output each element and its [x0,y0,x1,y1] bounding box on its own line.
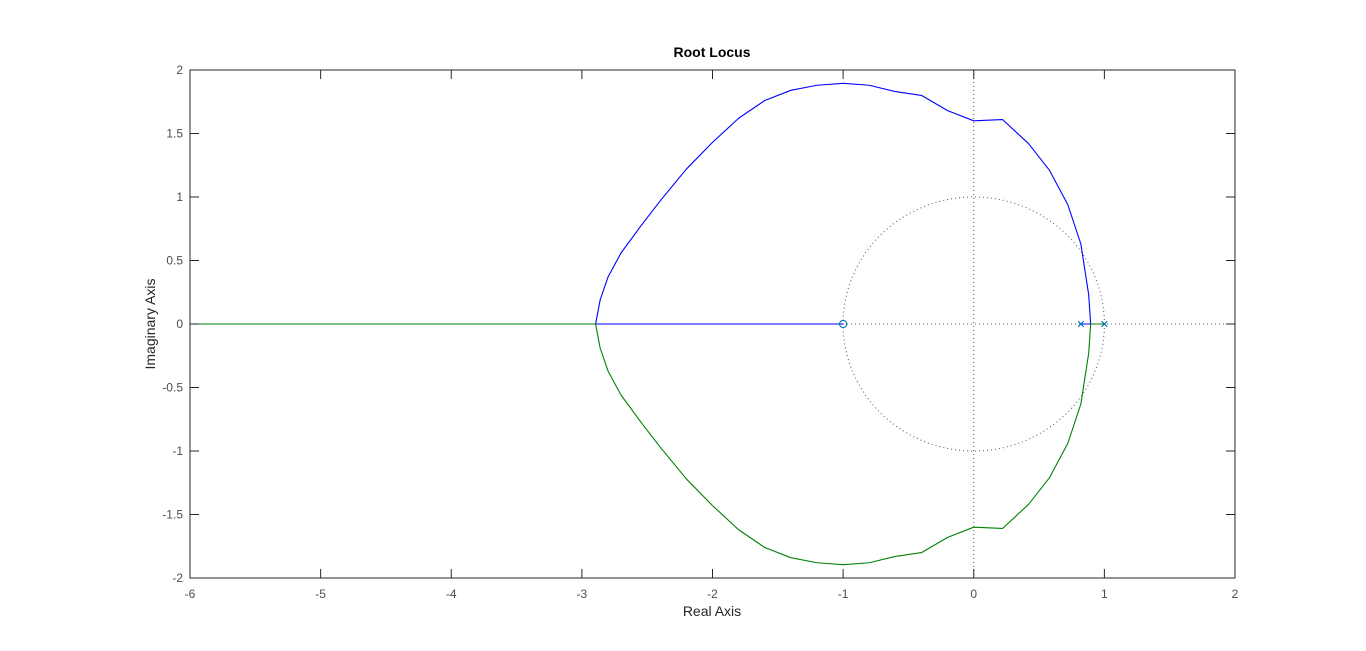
y-tick-label: 1.5 [166,127,183,141]
y-tick-label: -2 [172,571,183,585]
pole-marker-1 [1077,320,1085,328]
y-tick-label: 0 [176,317,183,331]
zero-marker-1 [838,319,848,329]
x-tick-label: -3 [577,587,588,601]
x-axis-label: Real Axis [683,603,741,619]
y-tick-label: -0.5 [162,381,183,395]
pole-marker-stroke [1077,320,1085,328]
pole-zero-markers [838,319,1108,329]
x-tick-label: -5 [315,587,326,601]
chart-title: Root Locus [674,44,751,60]
plot-area: -6 -5 -4 -3 -2 -1 0 1 2 -2 -1.5 -1 -0.5 0 0.5 1 1.5 2 [162,63,1238,601]
y-tick-label: -1 [172,444,183,458]
y-tick-label: 1 [176,190,183,204]
axis-ticks: -6 -5 -4 -3 -2 -1 0 1 2 -2 -1.5 -1 -0.5 0 0.5 1 1.5 2 [162,63,1238,601]
locus-branch-upper [595,82,1092,325]
x-tick-label: 1 [1101,587,1108,601]
locus-branch-lower [190,323,1105,566]
x-tick-label: -6 [185,587,196,601]
x-tick-label: 2 [1232,587,1239,601]
pole-marker-2 [1101,320,1108,328]
pole-marker-stroke [1101,320,1108,328]
x-tick-label: -4 [446,587,457,601]
x-tick-label: 0 [970,587,977,601]
y-axis-label: Imaginary Axis [142,278,158,369]
y-tick-label: -1.5 [162,508,183,522]
locus-branches [190,82,1105,566]
x-tick-label: -2 [707,587,718,601]
x-tick-label: -1 [838,587,849,601]
y-tick-label: 0.5 [166,254,183,268]
y-tick-label: 2 [176,63,183,77]
